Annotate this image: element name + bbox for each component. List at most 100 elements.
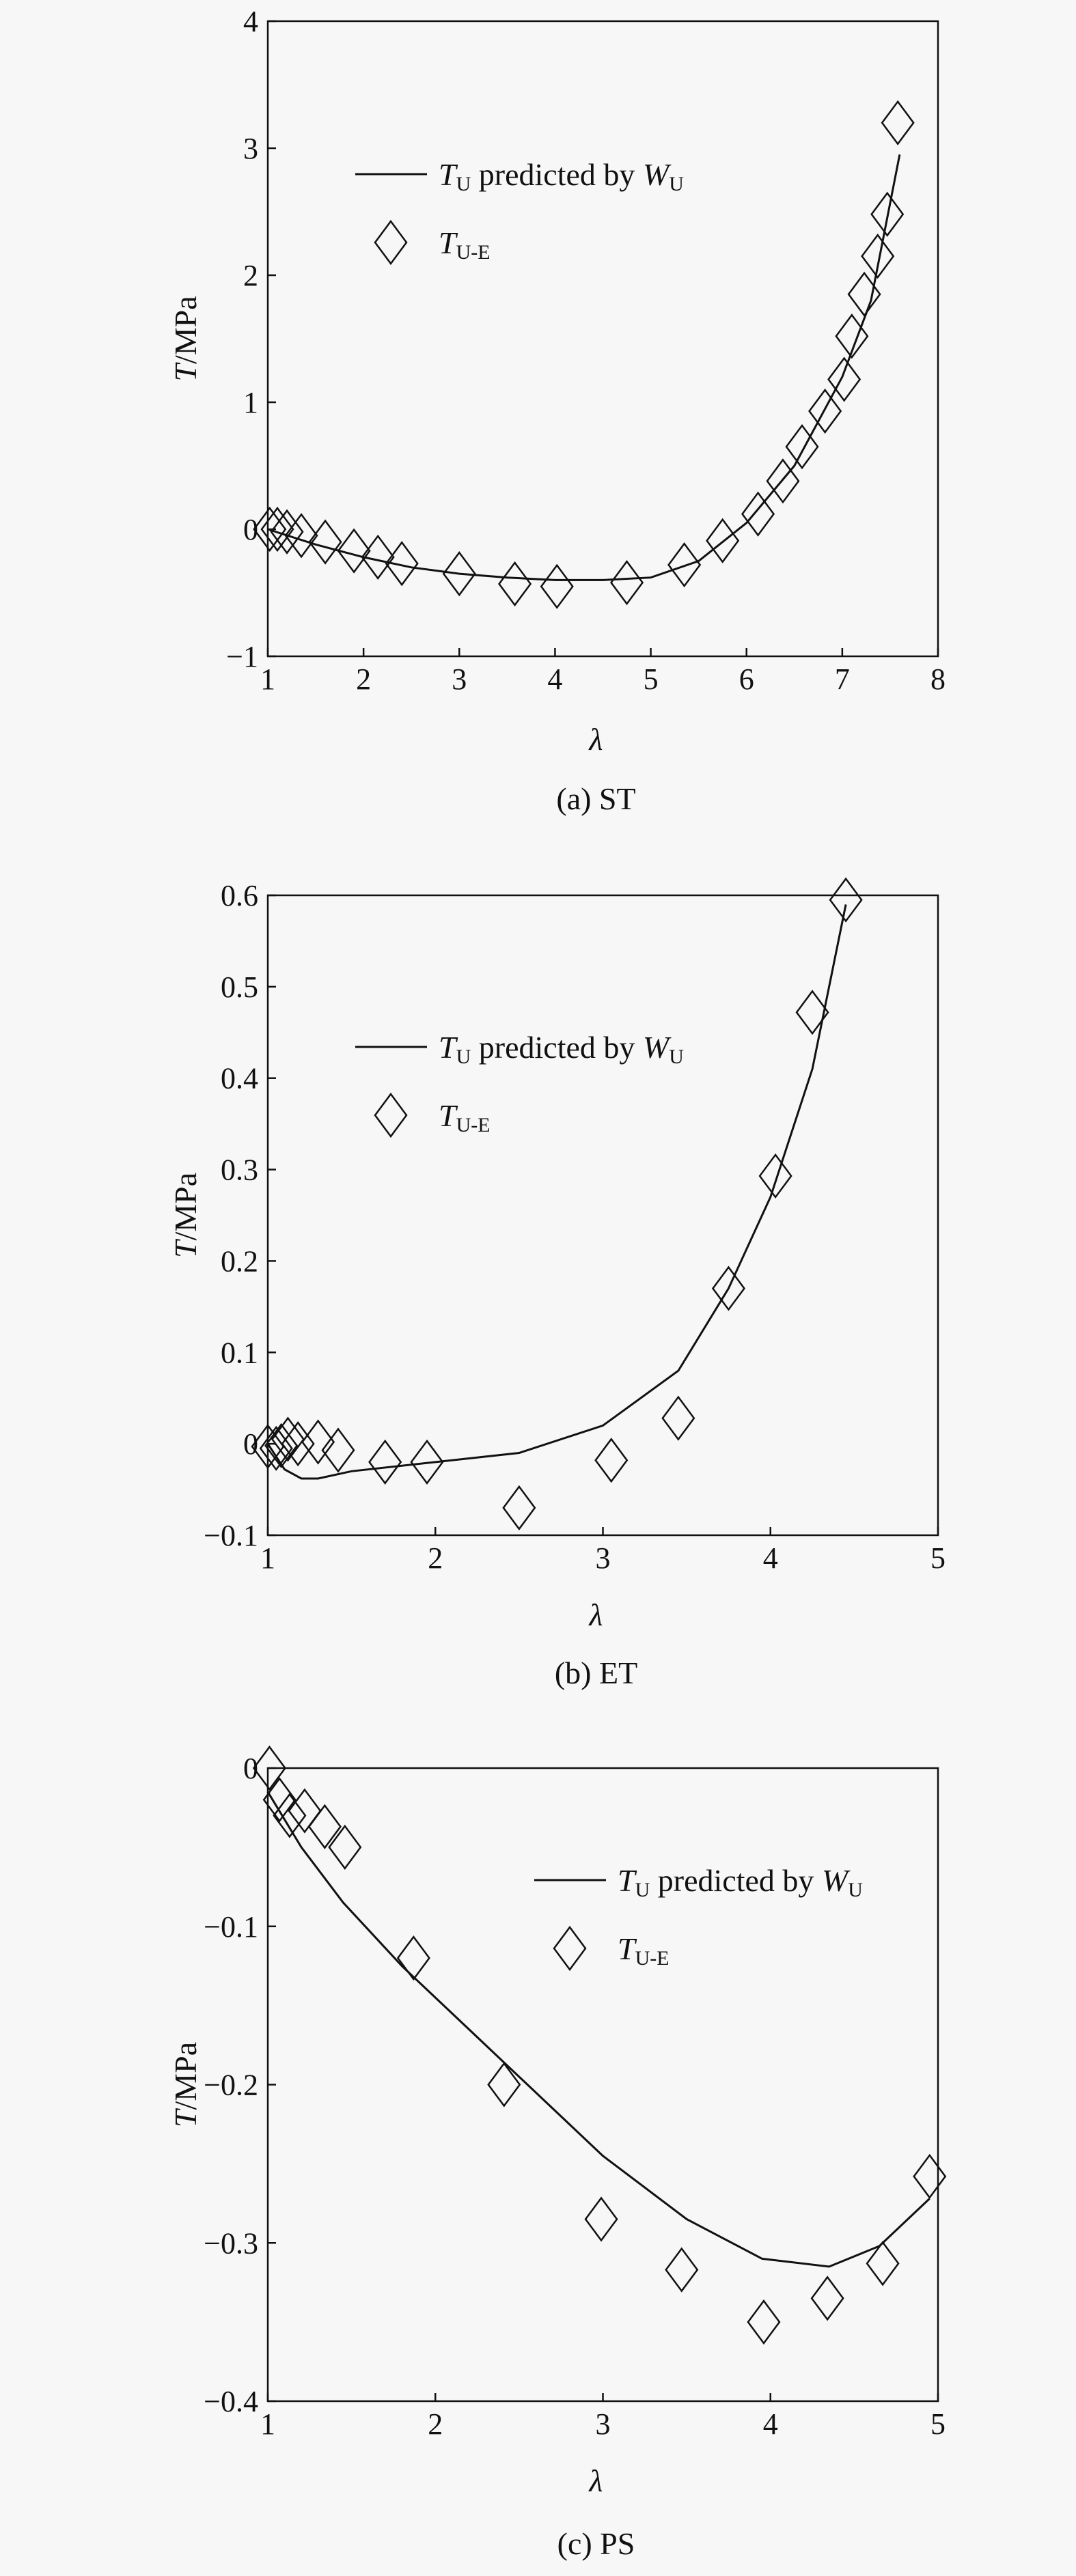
y-tick-label: −0.1 [204,1910,258,1944]
y-tick-label: 2 [243,259,258,292]
y-tick-label: 0.5 [221,970,258,1004]
data-point-diamond [913,2153,947,2200]
x-tick-label: 3 [452,662,467,696]
data-point-diamond [253,506,287,552]
plot-frame [266,894,939,1537]
x-axis-label: λ [588,1597,603,1632]
data-point-diamond [766,458,800,504]
y-tick-label: −1 [226,640,258,673]
data-point-diamond [284,513,318,559]
data-point-diamond [385,541,419,587]
data-point-diamond [361,534,395,580]
data-point-diamond [810,2276,844,2321]
data-point-diamond [410,1439,444,1485]
y-tick-label: 0.4 [221,1062,258,1095]
x-tick-label: 8 [930,662,946,696]
data-point-diamond [337,528,371,574]
y-tick-label: −0.2 [204,2069,258,2102]
data-point-diamond [288,1788,322,1834]
data-point-diamond [795,990,829,1035]
data-point-diamond [328,1824,362,1870]
y-tick-label: 4 [243,5,258,38]
x-tick-label: 5 [930,2407,946,2441]
y-tick-label: 1 [243,386,258,419]
data-point-diamond [711,1265,745,1311]
panel-caption: (b) ET [555,1655,637,1690]
chart-panel-3: 1 2 3 4 5 −0.4 −0.3 −0.2 −0.1 0 λ T/MPa (c) PS TU pre… [168,1745,947,2561]
data-point-diamond [741,491,775,537]
data-point-diamond [264,1423,299,1468]
data-point-diamond [861,234,895,279]
data-point-diamond [262,1777,296,1823]
data-point-diamond [540,563,574,609]
panel-caption: (c) PS [557,2526,635,2561]
x-tick-label: 5 [930,1541,946,1575]
y-axis-label: T/MPa [168,1173,203,1258]
y-tick-label: 0 [243,1427,258,1461]
legend-label-predicted: TU predicted by WU [439,157,684,195]
panel-caption: (a) ST [556,781,635,816]
series-line-predicted [266,904,847,1480]
data-point-diamond [487,2062,521,2108]
legend-diamond-swatch [553,1925,587,1972]
data-point-diamond [396,1935,430,1981]
x-axis-label: λ [588,722,603,757]
data-point-diamond [270,509,304,555]
data-point-diamond [866,2241,900,2286]
series-line-predicted [266,1791,930,2268]
data-point-diamond [870,191,905,237]
series-line-predicted [267,154,901,581]
y-tick-label: 0 [243,513,258,546]
data-point-diamond [758,1153,792,1199]
y-tick-label: 0.6 [221,879,258,912]
legend-label-experimental: TU-E [618,1931,670,1970]
legend: TU predicted by WU TU-E [355,157,684,266]
y-tick-label: 0.2 [221,1244,258,1278]
data-point-diamond [594,1438,629,1483]
y-tick-label: 0 [243,1752,258,1785]
y-axis-label: T/MPa [168,2042,203,2127]
data-point-diamond [273,1793,307,1838]
x-tick-label: 2 [356,662,371,696]
legend-label-predicted: TU predicted by WU [618,1863,863,1901]
data-point-diamond [847,271,881,317]
legend-label-experimental: TU-E [439,225,491,264]
y-tick-label: −0.4 [204,2385,258,2418]
data-point-diamond [442,551,476,597]
data-point-diamond [829,877,863,923]
x-axis-label: λ [588,2463,603,2498]
data-point-diamond [747,2299,781,2345]
chart-panel-2: 1 2 3 4 5 −0.1 0 0.1 0.2 0.3 0.4 0.5 0.6 λ T/MPa (b) ET… [168,877,946,1690]
data-point-diamond [808,388,842,434]
data-point-diamond [584,2196,618,2242]
x-tick-label: 4 [547,662,562,696]
data-point-diamond [271,1416,305,1462]
x-tick-label: 6 [739,662,754,696]
data-point-diamond [706,518,740,563]
y-axis-label: T/MPa [168,296,203,381]
x-tick-label: 2 [428,1541,443,1575]
x-tick-label: 5 [644,662,659,696]
legend: TU predicted by WU TU-E [534,1863,863,1972]
data-point-diamond [260,506,294,552]
y-tick-label: −0.1 [204,1519,258,1552]
data-point-diamond [667,542,702,588]
data-point-diamond [609,560,644,606]
data-point-diamond [498,561,532,607]
y-tick-label: 0.3 [221,1153,258,1187]
y-tick-label: 0.1 [221,1336,258,1369]
data-point-diamond [259,1425,293,1471]
data-point-diamond [368,1439,402,1485]
y-tick-label: 3 [243,132,258,165]
legend-diamond-swatch [374,219,408,266]
x-tick-label: 3 [596,1541,611,1575]
data-point-diamond [785,424,819,470]
x-tick-label: 1 [260,1541,275,1575]
x-tick-label: 3 [596,2407,611,2441]
x-tick-label: 1 [260,662,275,696]
data-point-diamond [281,1421,315,1467]
legend: TU predicted by WU TU-E [355,1030,684,1138]
x-tick-label: 2 [428,2407,443,2441]
data-point-diamond [251,1424,285,1470]
